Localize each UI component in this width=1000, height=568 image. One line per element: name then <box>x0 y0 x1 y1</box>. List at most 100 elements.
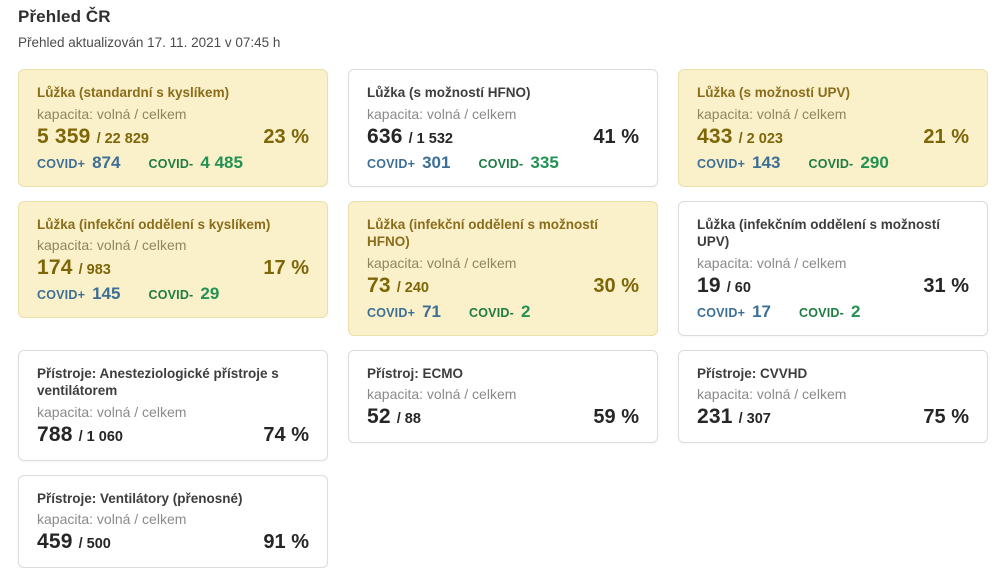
capacity-values-row: 19 /60 31 % <box>697 274 969 298</box>
total-value: 1 060 <box>86 428 123 445</box>
covid-minus-value: 2 <box>850 301 861 321</box>
total-value-group: /1 532 <box>409 131 453 147</box>
capacity-card: Lůžka (s možností UPV) kapacita: volná /… <box>678 69 988 187</box>
covid-minus-value: 2 <box>520 301 531 321</box>
fraction-separator: / <box>78 262 83 279</box>
percent-value: 41 % <box>593 125 639 148</box>
percent-value: 17 % <box>263 257 309 280</box>
total-value: 983 <box>86 262 111 279</box>
fraction-separator: / <box>396 279 401 296</box>
total-value: 22 829 <box>104 130 149 147</box>
capacity-fraction: 433 /2 023 <box>697 125 783 149</box>
capacity-label: kapacita: volná / celkem <box>37 511 187 528</box>
free-value: 5 359 <box>37 124 91 148</box>
capacity-label: kapacita: volná / celkem <box>37 237 187 254</box>
card-title: Přístroje: CVVHD <box>697 365 808 381</box>
capacity-card: Přístroj: ECMO kapacita: volná / celkem … <box>348 349 658 444</box>
cards-grid: Lůžka (standardní s kyslíkem) kapacita: … <box>18 69 988 568</box>
capacity-values-row: 636 /1 532 41 % <box>367 125 639 149</box>
percent-value: 74 % <box>263 423 309 446</box>
covid-plus-label: COVID+ <box>37 288 86 303</box>
fraction-separator: / <box>78 536 83 553</box>
covid-plus-value: 874 <box>92 152 121 172</box>
card-title: Přístroje: Ventilátory (přenosné) <box>37 490 243 506</box>
covid-plus-group: COVID+ 143 <box>697 153 780 173</box>
covid-plus-label: COVID+ <box>37 156 86 171</box>
capacity-label: kapacita: volná / celkem <box>367 254 517 271</box>
capacity-values-row: 52 /88 59 % <box>367 405 639 429</box>
covid-minus-group: COVID- 2 <box>469 302 530 322</box>
total-value: 500 <box>86 536 111 553</box>
capacity-card: Lůžka (standardní s kyslíkem) kapacita: … <box>18 69 328 187</box>
capacity-card: Lůžka (infekční oddělení s možností HFNO… <box>348 200 658 336</box>
covid-minus-value: 335 <box>530 152 559 172</box>
covid-plus-group: COVID+ 71 <box>367 302 441 322</box>
capacity-values-row: 174 /983 17 % <box>37 256 309 280</box>
card-title: Lůžka (s možností HFNO) <box>367 85 531 100</box>
covid-plus-group: COVID+ 874 <box>37 153 120 173</box>
total-value-group: /2 023 <box>739 131 783 147</box>
free-value: 788 <box>37 422 73 446</box>
capacity-label: kapacita: volná / celkem <box>697 386 847 403</box>
covid-plus-value: 17 <box>752 301 772 321</box>
covid-plus-label: COVID+ <box>367 305 416 320</box>
covid-minus-group: COVID- 29 <box>148 284 219 304</box>
covid-plus-value: 143 <box>752 152 781 172</box>
card-title: Přístroje: Anesteziologické přístroje s … <box>37 365 279 399</box>
covid-row: COVID+ 301 COVID- 335 <box>367 153 639 173</box>
fraction-separator: / <box>738 130 743 147</box>
card-title: Lůžka (standardní s kyslíkem) <box>37 85 230 100</box>
covid-plus-group: COVID+ 145 <box>37 284 120 304</box>
total-value-group: /60 <box>727 280 751 296</box>
free-value: 636 <box>367 124 403 148</box>
capacity-card: Přístroje: CVVHD kapacita: volná / celke… <box>678 349 988 444</box>
covid-row: COVID+ 143 COVID- 290 <box>697 153 969 173</box>
covid-minus-group: COVID- 335 <box>478 153 558 173</box>
fraction-separator: / <box>78 428 83 445</box>
total-value-group: /1 060 <box>79 429 123 445</box>
total-value-group: /983 <box>79 262 111 278</box>
page-title: Přehled ČR <box>18 7 111 26</box>
covid-row: COVID+ 874 COVID- 4 485 <box>37 153 309 173</box>
capacity-fraction: 231 /307 <box>697 405 771 429</box>
capacity-card: Lůžka (infekční oddělení s kyslíkem) kap… <box>18 200 328 319</box>
covid-plus-label: COVID+ <box>367 156 416 171</box>
capacity-card: Přístroje: Ventilátory (přenosné) kapaci… <box>18 474 328 568</box>
capacity-label: kapacita: volná / celkem <box>697 254 847 271</box>
covid-minus-label: COVID- <box>799 305 844 320</box>
covid-plus-value: 71 <box>422 301 442 321</box>
free-value: 459 <box>37 530 73 554</box>
capacity-fraction: 52 /88 <box>367 405 421 429</box>
covid-minus-group: COVID- 290 <box>808 153 888 173</box>
fraction-separator: / <box>726 279 731 296</box>
percent-value: 91 % <box>263 531 309 554</box>
covid-plus-label: COVID+ <box>697 305 746 320</box>
covid-minus-label: COVID- <box>469 305 514 320</box>
card-title: Lůžka (infekční oddělení s možností HFNO… <box>367 216 599 250</box>
capacity-values-row: 5 359 /22 829 23 % <box>37 125 309 149</box>
percent-value: 75 % <box>923 406 969 429</box>
free-value: 19 <box>697 273 721 297</box>
free-value: 174 <box>37 256 73 280</box>
card-title: Přístroj: ECMO <box>367 365 464 381</box>
capacity-fraction: 459 /500 <box>37 530 111 554</box>
capacity-card: Lůžka (infekčním oddělení s možností UPV… <box>678 200 988 336</box>
free-value: 433 <box>697 124 733 148</box>
covid-minus-value: 4 485 <box>200 152 243 172</box>
capacity-values-row: 73 /240 30 % <box>367 274 639 298</box>
total-value: 1 532 <box>416 130 453 147</box>
capacity-fraction: 174 /983 <box>37 256 111 280</box>
free-value: 52 <box>367 405 391 429</box>
free-value: 73 <box>367 273 391 297</box>
fraction-separator: / <box>408 130 413 147</box>
total-value: 60 <box>734 279 751 296</box>
total-value: 2 023 <box>746 130 783 147</box>
card-title: Lůžka (infekčním oddělení s možností UPV… <box>697 216 941 250</box>
card-title: Lůžka (infekční oddělení s kyslíkem) <box>37 216 271 232</box>
covid-plus-value: 301 <box>422 152 451 172</box>
covid-minus-group: COVID- 2 <box>799 302 860 322</box>
capacity-values-row: 459 /500 91 % <box>37 530 309 554</box>
total-value-group: /240 <box>397 280 429 296</box>
capacity-label: kapacita: volná / celkem <box>697 105 847 122</box>
capacity-label: kapacita: volná / celkem <box>367 105 517 122</box>
